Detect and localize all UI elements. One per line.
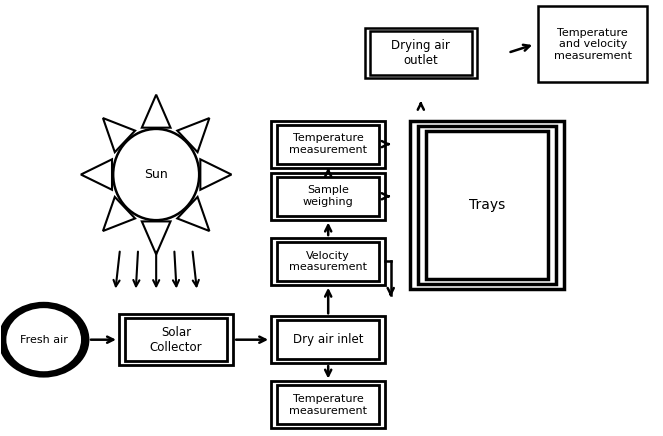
Bar: [271, 173, 385, 220]
Bar: [271, 238, 385, 285]
Bar: [277, 177, 379, 216]
Bar: [365, 28, 477, 78]
Text: Trays: Trays: [469, 198, 505, 212]
Bar: [271, 121, 385, 167]
Text: Fresh air: Fresh air: [20, 335, 68, 345]
Text: Sample
weighing: Sample weighing: [303, 185, 353, 207]
Text: Temperature
and velocity
measurement: Temperature and velocity measurement: [554, 27, 632, 61]
Bar: [277, 242, 379, 281]
Ellipse shape: [0, 303, 88, 376]
Bar: [426, 131, 548, 279]
Text: Temperature
measurement: Temperature measurement: [289, 394, 367, 416]
Bar: [277, 125, 379, 164]
Bar: [277, 385, 379, 424]
Text: Velocity
measurement: Velocity measurement: [289, 251, 367, 272]
Text: Solar
Collector: Solar Collector: [150, 326, 202, 354]
Bar: [277, 320, 379, 359]
Bar: [418, 126, 556, 284]
Bar: [119, 314, 233, 365]
Bar: [271, 382, 385, 428]
Bar: [271, 316, 385, 363]
Bar: [410, 121, 564, 289]
Text: Sun: Sun: [145, 168, 168, 181]
Bar: [538, 6, 647, 82]
Text: Temperature
measurement: Temperature measurement: [289, 133, 367, 155]
Bar: [369, 31, 472, 75]
Bar: [125, 318, 227, 361]
Text: Drying air
outlet: Drying air outlet: [391, 39, 450, 67]
Ellipse shape: [5, 307, 82, 372]
Text: Dry air inlet: Dry air inlet: [293, 333, 363, 346]
